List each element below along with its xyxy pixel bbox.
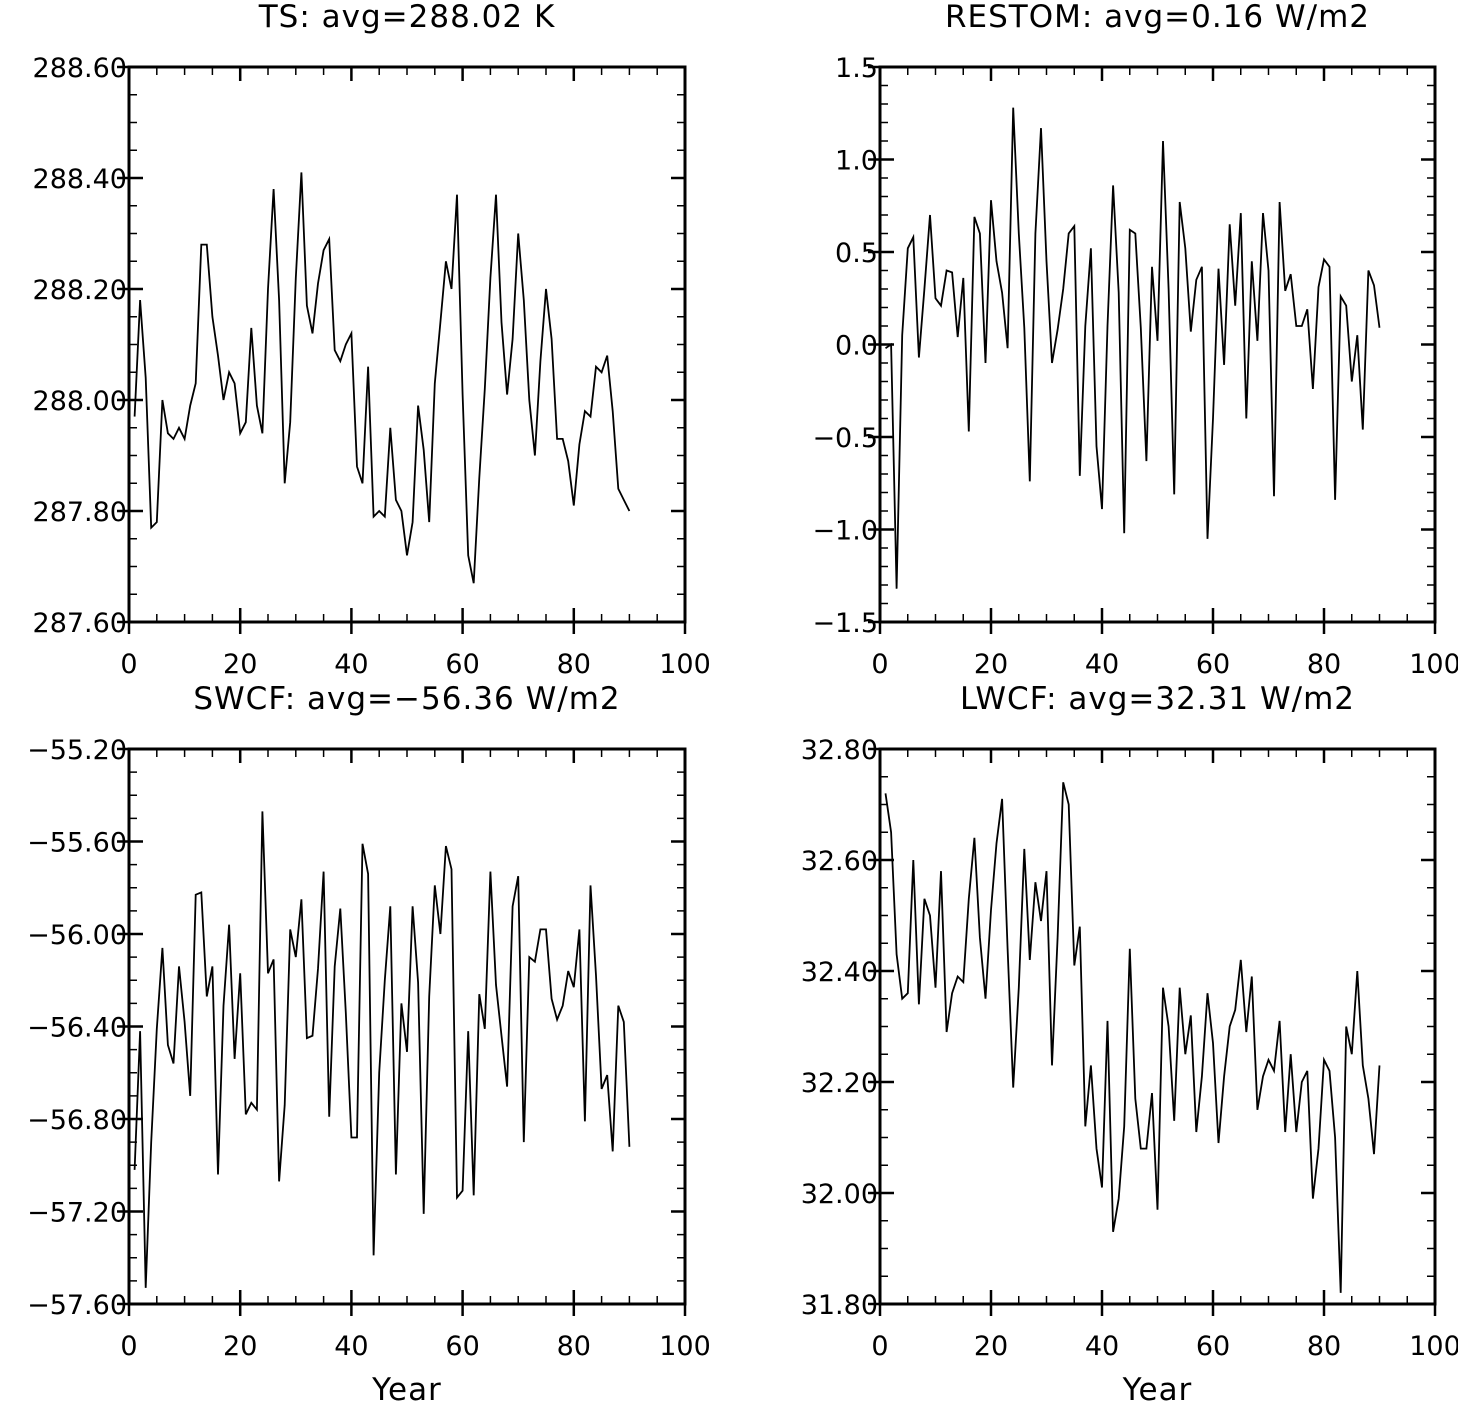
panel-lwcf-x-tick-label: 100 xyxy=(1409,1331,1458,1362)
panel-swcf-y-tick-label: −55.20 xyxy=(27,735,127,766)
panel-ts-y-tick-label: 287.80 xyxy=(33,497,127,528)
panel-restom-x-tick-label: 80 xyxy=(1307,649,1341,680)
panel-swcf-x-tick-label: 60 xyxy=(445,1331,479,1362)
panel-restom-x-tick-label: 20 xyxy=(974,649,1008,680)
panel-restom-series-line xyxy=(885,107,1381,589)
panel-restom-x-tick-label: 60 xyxy=(1196,649,1230,680)
panel-swcf-y-tick-label: −57.60 xyxy=(27,1290,127,1321)
panel-swcf: SWCF: avg=−56.36 W/m2 −57.60 −57.20 −56.80 −… xyxy=(27,681,711,1402)
panel-swcf-title: SWCF: avg=−56.36 W/m2 xyxy=(193,681,620,717)
panel-restom-x-tick-label: 0 xyxy=(871,649,888,680)
panel-swcf-series-line xyxy=(133,811,631,1288)
panel-ts-y-tick-label: 288.40 xyxy=(33,164,127,195)
panel-lwcf-y-tick-label: 32.80 xyxy=(801,735,878,766)
panel-swcf-x-tick-label: 40 xyxy=(334,1331,368,1362)
panel-ts-frame xyxy=(127,65,687,624)
panel-lwcf: LWCF: avg=32.31 W/m2 31.80 32.00 32.20 32.40… xyxy=(801,681,1458,1402)
panel-swcf-y-tick-label: −57.20 xyxy=(27,1198,127,1229)
panel-swcf-frame xyxy=(127,747,687,1306)
panel-lwcf-y-tick-label: 32.20 xyxy=(801,1068,878,1099)
panel-ts-x-tick-label: 0 xyxy=(120,649,137,680)
panel-ts-title: TS: avg=288.02 K xyxy=(258,0,556,35)
panel-lwcf-x-tick-label: 0 xyxy=(871,1331,888,1362)
panel-ts-series-line xyxy=(133,172,631,584)
panel-restom-y-tick-label: −0.5 xyxy=(812,423,878,454)
panel-ts-x-tick-label: 60 xyxy=(445,649,479,680)
panel-restom-frame xyxy=(878,65,1437,624)
panel-lwcf-y-tick-label: 32.00 xyxy=(801,1179,878,1210)
panel-swcf-y-tick-label: −56.80 xyxy=(27,1105,127,1136)
panel-swcf-x-tick-label: 20 xyxy=(223,1331,257,1362)
panel-ts-y-tick-label: 288.60 xyxy=(33,53,127,84)
panel-lwcf-title: LWCF: avg=32.31 W/m2 xyxy=(960,681,1355,717)
panel-restom-x-tick-label: 100 xyxy=(1409,649,1458,680)
panel-lwcf-x-tick-label: 20 xyxy=(974,1331,1008,1362)
panel-ts-x-tick-label: 40 xyxy=(334,649,368,680)
panel-ts-y-tick-label: 288.00 xyxy=(33,386,127,417)
panel-ts: TS: avg=288.02 K 287.60 287.80 288.00 288.20… xyxy=(33,0,711,680)
panel-ts-y-tick-label: 287.60 xyxy=(33,608,127,639)
panel-swcf-x-tick-label: 80 xyxy=(557,1331,591,1362)
panel-lwcf-y-tick-label: 32.60 xyxy=(801,846,878,877)
panel-lwcf-y-tick-label: 31.80 xyxy=(801,1290,878,1321)
panel-swcf-y-tick-label: −56.00 xyxy=(27,920,127,951)
panel-restom-y-tick-label: −1.0 xyxy=(812,516,878,547)
panel-restom-y-tick-label: 1.5 xyxy=(835,53,878,84)
panel-swcf-y-tick-label: −56.40 xyxy=(27,1013,127,1044)
panel-restom-y-tick-label: −1.5 xyxy=(812,608,878,639)
panel-restom-y-tick-label: 0.0 xyxy=(835,331,878,362)
panel-ts-x-tick-label: 20 xyxy=(223,649,257,680)
panel-lwcf-x-tick-label: 40 xyxy=(1085,1331,1119,1362)
panel-lwcf-x-axis-label: Year xyxy=(1122,1372,1193,1402)
panel-restom-title: RESTOM: avg=0.16 W/m2 xyxy=(945,0,1370,35)
panel-lwcf-y-tick-label: 32.40 xyxy=(801,957,878,988)
panel-swcf-x-tick-label: 0 xyxy=(120,1331,137,1362)
panel-ts-x-tick-label: 80 xyxy=(557,649,591,680)
panel-restom: RESTOM: avg=0.16 W/m2 −1.5 −1.0 −0.5 0.0 0.5 1… xyxy=(812,0,1458,680)
panel-restom-x-tick-label: 40 xyxy=(1085,649,1119,680)
panel-swcf-x-axis-label: Year xyxy=(371,1372,442,1402)
panel-lwcf-series-line xyxy=(884,782,1381,1293)
panel-lwcf-x-tick-label: 80 xyxy=(1307,1331,1341,1362)
panel-restom-y-tick-label: 0.5 xyxy=(835,238,878,269)
panel-ts-x-tick-label: 100 xyxy=(659,649,711,680)
panel-restom-y-tick-label: 1.0 xyxy=(835,146,878,177)
panel-lwcf-x-tick-label: 60 xyxy=(1196,1331,1230,1362)
panel-swcf-x-tick-label: 100 xyxy=(659,1331,711,1362)
panel-ts-y-tick-label: 288.20 xyxy=(33,275,127,306)
panel-swcf-y-tick-label: −55.60 xyxy=(27,828,127,859)
panel-lwcf-frame xyxy=(878,747,1437,1306)
